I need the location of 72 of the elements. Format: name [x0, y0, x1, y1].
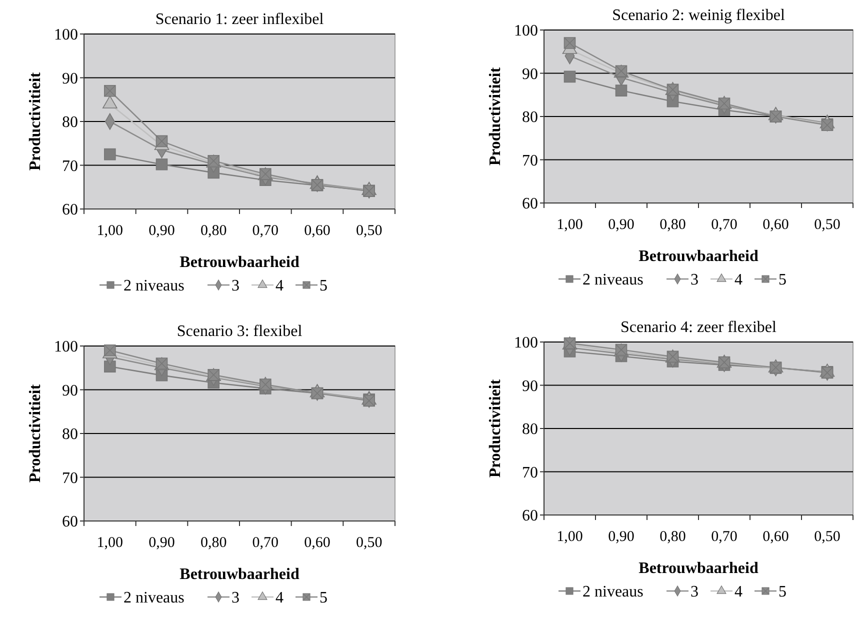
y-tick-label: 80 — [522, 421, 538, 438]
y-tick-label: 70 — [522, 464, 538, 482]
y-tick-label: 60 — [62, 202, 78, 219]
legend-label: 3 — [690, 584, 698, 601]
legend-label: 3 — [690, 272, 698, 289]
legend-label: 4 — [276, 278, 284, 295]
y-tick-label: 90 — [62, 382, 78, 400]
y-tick-label: 100 — [54, 26, 78, 44]
legend-label: 2 niveaus — [582, 584, 644, 601]
legend-label: 4 — [734, 584, 742, 601]
x-tick-label: 0,70 — [252, 535, 279, 551]
y-tick-label: 80 — [522, 109, 538, 126]
x-tick-label: 0,70 — [711, 529, 738, 545]
x-tick-label: 0,80 — [200, 223, 227, 239]
x-axis-title: Betrouwbaarheid — [638, 248, 758, 265]
legend-label: 3 — [232, 590, 240, 607]
x-tick-label: 0,90 — [608, 529, 634, 545]
y-axis-title: Productivitieit — [487, 378, 504, 478]
y-axis-title: Productivitieit — [27, 384, 44, 483]
legend-label: 2 niveaus — [124, 590, 184, 607]
x-tick-label: 0,90 — [608, 217, 634, 233]
chart-title: Scenario 4: zeer flexibel — [620, 319, 778, 336]
y-axis-title: Productivitieit — [487, 66, 504, 166]
x-tick-label: 0,90 — [148, 535, 175, 551]
legend-label: 5 — [778, 272, 786, 289]
y-tick-label: 90 — [522, 378, 538, 395]
chart-title: Scenario 1: zeer inflexibel — [155, 11, 324, 28]
legend-label: 3 — [232, 278, 240, 295]
x-tick-label: 0,70 — [711, 217, 738, 233]
x-tick-label: 0,50 — [814, 529, 840, 545]
y-tick-label: 70 — [62, 470, 78, 487]
x-tick-label: 0,60 — [762, 217, 789, 233]
legend-label: 2 niveaus — [582, 272, 644, 289]
y-tick-label: 100 — [514, 22, 538, 40]
y-tick-label: 60 — [522, 196, 538, 213]
x-axis-title: Betrouwbaarheid — [638, 560, 758, 577]
x-tick-label: 0,70 — [252, 223, 279, 239]
y-tick-label: 80 — [62, 426, 78, 444]
y-tick-label: 80 — [62, 114, 78, 132]
legend-label: 4 — [276, 590, 284, 607]
x-tick-label: 0,50 — [356, 535, 382, 551]
y-tick-label: 70 — [522, 152, 538, 170]
y-tick-label: 90 — [522, 66, 538, 83]
x-tick-label: 1,00 — [96, 223, 124, 239]
x-tick-label: 0,60 — [762, 529, 789, 545]
legend-label: 5 — [320, 590, 328, 607]
x-tick-label: 1,00 — [96, 535, 124, 551]
y-tick-label: 90 — [62, 70, 78, 88]
x-tick-label: 0,80 — [200, 535, 227, 551]
x-axis-title: Betrouwbaarheid — [180, 566, 300, 583]
y-tick-label: 70 — [62, 158, 78, 175]
y-tick-label: 60 — [62, 514, 78, 531]
legend-label: 5 — [778, 584, 786, 601]
x-tick-label: 0,50 — [814, 217, 840, 233]
x-tick-label: 1,00 — [556, 217, 583, 233]
chart-title: Scenario 2: weinig flexibel — [612, 7, 786, 24]
x-tick-label: 0,80 — [660, 217, 686, 233]
y-tick-label: 100 — [514, 334, 538, 352]
x-tick-label: 0,90 — [148, 223, 175, 239]
x-tick-label: 1,00 — [556, 529, 583, 545]
chart-title: Scenario 3: flexibel — [176, 323, 303, 340]
legend-label: 2 niveaus — [124, 278, 184, 295]
legend-label: 5 — [320, 278, 328, 295]
legend-label: 4 — [734, 272, 742, 289]
x-tick-label: 0,50 — [356, 223, 382, 239]
x-tick-label: 0,60 — [304, 223, 330, 239]
x-tick-label: 0,60 — [304, 535, 330, 551]
x-tick-label: 0,80 — [660, 529, 686, 545]
y-tick-label: 60 — [522, 508, 538, 525]
y-tick-label: 100 — [54, 338, 78, 356]
x-axis-title: Betrouwbaarheid — [180, 254, 300, 271]
y-axis-title: Productivitieit — [27, 72, 44, 171]
